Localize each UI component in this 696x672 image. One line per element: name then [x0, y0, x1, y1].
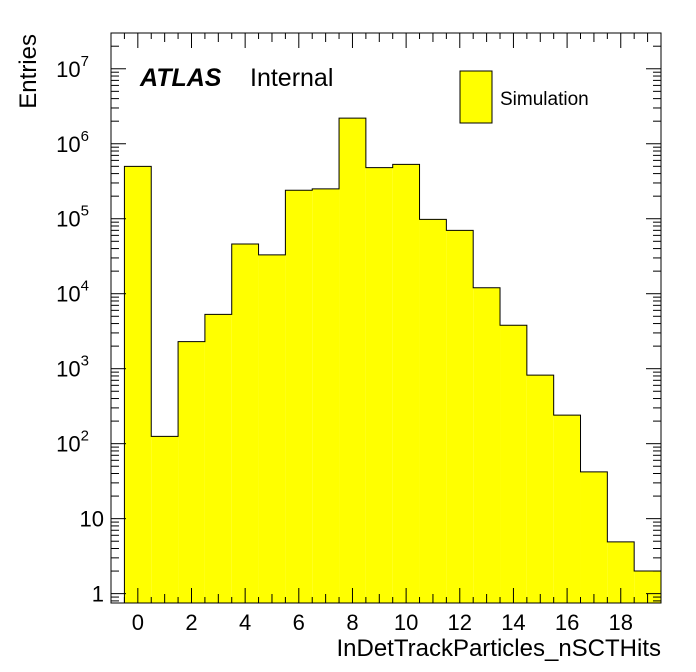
histogram-bars [123, 117, 661, 604]
histogram-bar [204, 314, 232, 603]
legend-swatch-simulation [459, 70, 493, 124]
histogram-bar [312, 188, 340, 603]
histogram-outline [123, 117, 661, 603]
axis-ticks [110, 32, 661, 603]
x-tick-label: 14 [501, 610, 525, 635]
histogram-bar [473, 287, 501, 603]
plot-frame [110, 32, 662, 604]
y-tick-label: 102 [56, 428, 89, 457]
y-tick-label: 10 [80, 507, 104, 532]
y-tick-label: 104 [56, 278, 89, 307]
atlas-label-text: ATLAS [139, 64, 222, 92]
histogram-bar [526, 375, 554, 603]
histogram-bar [553, 415, 581, 603]
y-tick-label: 105 [56, 203, 89, 232]
atlas-status-text: Internal [250, 64, 333, 92]
histogram-bar [231, 244, 259, 603]
x-tick-label: 16 [555, 610, 579, 635]
y-tick-label: 106 [56, 128, 89, 157]
legend: Simulation [459, 70, 589, 124]
x-tick-label: 8 [346, 610, 358, 635]
x-tick-label: 12 [448, 610, 472, 635]
histogram-bar [285, 190, 313, 603]
y-tick-label: 107 [56, 53, 89, 82]
x-tick-label: 0 [132, 610, 144, 635]
histogram-bar [392, 164, 420, 603]
histogram-bar [339, 118, 366, 603]
atlas-label: ATLAS Internal [139, 64, 333, 92]
histogram-bar [365, 167, 393, 603]
histogram-bar [178, 341, 205, 603]
y-tick-label: 103 [56, 353, 89, 382]
histogram-bar [124, 166, 152, 604]
y-tick-label: 1 [92, 582, 104, 607]
axis-tick-labels: 0 2 4 6 8 10 12 14 16 18 1 10 102 103 104 105 106 107 [56, 53, 633, 635]
x-tick-label: 2 [185, 610, 197, 635]
histogram-bar [500, 325, 527, 603]
x-tick-label: 4 [239, 610, 251, 635]
x-tick-label: 18 [609, 610, 633, 635]
x-tick-label: 6 [293, 610, 305, 635]
legend-label-simulation: Simulation [500, 89, 589, 110]
histogram-bar [151, 436, 179, 603]
histogram-bar [419, 219, 447, 604]
histogram-bar [446, 230, 474, 603]
y-axis-title: Entries [15, 34, 42, 109]
x-tick-label: 10 [394, 610, 418, 635]
histogram-bar [580, 471, 608, 603]
x-axis-title: InDetTrackParticles_nSCTHits [336, 635, 661, 662]
histogram-bar [258, 254, 286, 603]
